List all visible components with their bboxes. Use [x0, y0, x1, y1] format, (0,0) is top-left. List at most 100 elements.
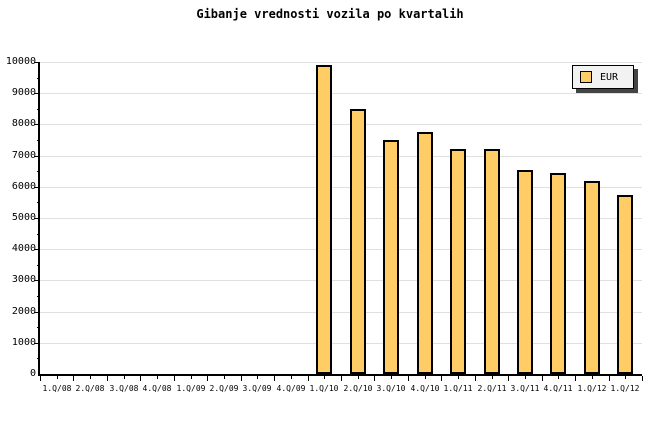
- x-axis-minor-tick: [358, 376, 359, 379]
- y-gridline: [40, 249, 642, 250]
- x-axis-major-tick: [308, 376, 309, 381]
- y-gridline: [40, 62, 642, 63]
- x-axis-minor-tick: [525, 376, 526, 379]
- x-axis-major-tick: [341, 376, 342, 381]
- y-axis-major-tick: [34, 280, 40, 281]
- bar-3.Q/10: [383, 140, 399, 374]
- x-tick-label: 3.Q/10: [376, 384, 406, 393]
- x-tick-label: 4.Q/11: [543, 384, 573, 393]
- x-axis-minor-tick: [257, 376, 258, 379]
- x-axis-minor-tick: [391, 376, 392, 379]
- bar-4.Q/11: [550, 173, 566, 374]
- y-tick-label: 0: [29, 368, 36, 379]
- y-gridline: [40, 93, 642, 94]
- x-tick-label: 1.Q/12: [577, 384, 607, 393]
- x-axis-major-tick: [73, 376, 74, 381]
- x-axis-major-tick: [542, 376, 543, 381]
- y-gridline: [40, 156, 642, 157]
- x-axis-major-tick: [508, 376, 509, 381]
- y-axis-major-tick: [34, 93, 40, 94]
- x-tick-label: 4.Q/10: [410, 384, 440, 393]
- x-axis-major-tick: [207, 376, 208, 381]
- legend-swatch: [580, 71, 592, 83]
- x-axis-major-tick: [140, 376, 141, 381]
- y-tick-label: 2000: [11, 306, 36, 317]
- y-tick-label: 6000: [11, 181, 36, 192]
- x-axis-major-tick: [441, 376, 442, 381]
- y-tick-label: 3000: [11, 274, 36, 285]
- y-gridline: [40, 343, 642, 344]
- bar-4.Q/10: [417, 132, 433, 374]
- x-tick-label: 2.Q/09: [209, 384, 239, 393]
- y-axis-major-tick: [34, 249, 40, 250]
- x-axis-minor-tick: [157, 376, 158, 379]
- bar-2.Q/10: [350, 109, 366, 374]
- y-gridline: [40, 280, 642, 281]
- x-axis-major-tick: [274, 376, 275, 381]
- x-tick-label: 3.Q/09: [242, 384, 272, 393]
- x-axis-minor-tick: [191, 376, 192, 379]
- x-tick-label: 2.Q/11: [477, 384, 507, 393]
- x-axis-major-tick: [575, 376, 576, 381]
- x-axis-minor-tick: [57, 376, 58, 379]
- x-axis-minor-tick: [90, 376, 91, 379]
- x-tick-label: 1.Q/12: [610, 384, 640, 393]
- y-axis-line: [38, 62, 40, 376]
- x-axis-minor-tick: [492, 376, 493, 379]
- x-tick-label: 1.Q/09: [176, 384, 206, 393]
- y-tick-label: 1000: [11, 337, 36, 348]
- x-axis-minor-tick: [558, 376, 559, 379]
- y-tick-label: 4000: [11, 243, 36, 254]
- x-tick-label: 1.Q/11: [443, 384, 473, 393]
- y-gridline: [40, 218, 642, 219]
- x-axis-minor-tick: [224, 376, 225, 379]
- y-gridline: [40, 312, 642, 313]
- y-tick-label: 5000: [11, 212, 36, 223]
- x-axis-major-tick: [241, 376, 242, 381]
- x-axis-major-tick: [374, 376, 375, 381]
- y-tick-label: 9000: [11, 87, 36, 98]
- y-axis-major-tick: [34, 62, 40, 63]
- x-axis-major-tick: [174, 376, 175, 381]
- x-tick-label: 1.Q/10: [309, 384, 339, 393]
- x-axis-minor-tick: [625, 376, 626, 379]
- x-tick-label: 3.Q/11: [510, 384, 540, 393]
- bar-1.Q/12: [584, 181, 600, 374]
- y-axis-major-tick: [34, 343, 40, 344]
- y-gridline: [40, 187, 642, 188]
- y-tick-label: 7000: [11, 150, 36, 161]
- y-axis-major-tick: [34, 218, 40, 219]
- x-axis-major-tick: [107, 376, 108, 381]
- x-axis-major-tick: [40, 376, 41, 381]
- x-tick-label: 1.Q/08: [42, 384, 72, 393]
- chart-title: Gibanje vrednosti vozila po kvartalih: [196, 7, 464, 21]
- y-tick-label: 10000: [5, 56, 36, 67]
- x-tick-label: 4.Q/08: [142, 384, 172, 393]
- bar-1.Q/11: [450, 149, 466, 374]
- x-axis-major-tick: [609, 376, 610, 381]
- x-axis-minor-tick: [324, 376, 325, 379]
- x-tick-label: 2.Q/08: [75, 384, 105, 393]
- legend-label: EUR: [600, 71, 619, 83]
- x-axis-minor-tick: [458, 376, 459, 379]
- x-tick-label: 3.Q/08: [109, 384, 139, 393]
- y-axis-major-tick: [34, 312, 40, 313]
- y-tick-label: 8000: [11, 118, 36, 129]
- x-tick-label: 4.Q/09: [276, 384, 306, 393]
- x-axis-major-tick: [475, 376, 476, 381]
- y-gridline: [40, 124, 642, 125]
- bar-1.Q/10: [316, 65, 332, 374]
- x-axis-minor-tick: [124, 376, 125, 379]
- bar-3.Q/11: [517, 170, 533, 374]
- x-axis-minor-tick: [592, 376, 593, 379]
- x-tick-label: 2.Q/10: [343, 384, 373, 393]
- y-axis-major-tick: [34, 187, 40, 188]
- bar-2.Q/11: [484, 149, 500, 374]
- x-axis-minor-tick: [425, 376, 426, 379]
- legend: EUR: [572, 65, 634, 89]
- y-axis-major-tick: [34, 124, 40, 125]
- x-axis-minor-tick: [291, 376, 292, 379]
- x-axis-major-tick: [642, 376, 643, 381]
- bar-1.Q/12: [617, 195, 633, 374]
